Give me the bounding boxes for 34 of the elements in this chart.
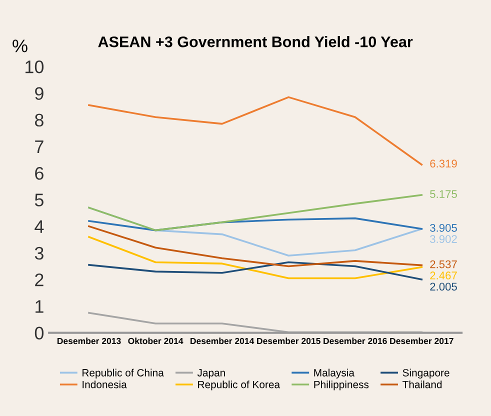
data-label: 3.905: [430, 224, 457, 232]
y-tick-label: 5: [34, 194, 44, 206]
x-tick-label: Desember 2017: [390, 338, 454, 344]
data-label: 2.005: [430, 282, 457, 291]
y-tick-label: 7: [35, 140, 44, 153]
legend-label: Japan: [197, 369, 225, 379]
x-tick-label: Desember 2014: [190, 338, 254, 344]
y-tick-label: 4: [34, 220, 44, 233]
data-label: 3.902: [430, 235, 457, 243]
y-tick-label: 6: [35, 166, 44, 180]
x-tick-label: Desember 2013: [57, 338, 121, 344]
legend-label: Philippiness: [314, 380, 369, 390]
y-tick-label: 8: [34, 114, 44, 127]
y-axis-title: %: [12, 40, 28, 52]
legend-label: Thailand: [402, 380, 442, 388]
legend-label: Indonesia: [82, 380, 127, 388]
legend-label: Malaysia: [314, 368, 354, 379]
y-tick-label: 3: [34, 246, 44, 260]
chart-title: ASEAN +3 Government Bond Yield -10 Year: [98, 36, 413, 48]
y-tick-label: 10: [26, 60, 44, 74]
data-label: 2.467: [430, 272, 457, 280]
y-tick-label: 2: [35, 273, 44, 286]
data-label: 5.175: [430, 190, 457, 198]
x-tick-label: Oktober 2014: [128, 338, 184, 344]
y-tick-label: 0: [34, 326, 44, 340]
x-tick-label: Desember 2016: [324, 338, 387, 344]
legend-label: Republic of China: [82, 368, 164, 379]
data-label: 2.537: [430, 260, 457, 268]
data-label: 6.319: [430, 160, 457, 168]
legend-label: Singapore: [402, 368, 450, 379]
y-tick-label: 1: [36, 300, 44, 313]
legend-label: Republic of Korea: [198, 380, 280, 390]
x-tick-label: Desember 2015: [257, 338, 320, 344]
y-tick-label: 9: [35, 87, 44, 100]
